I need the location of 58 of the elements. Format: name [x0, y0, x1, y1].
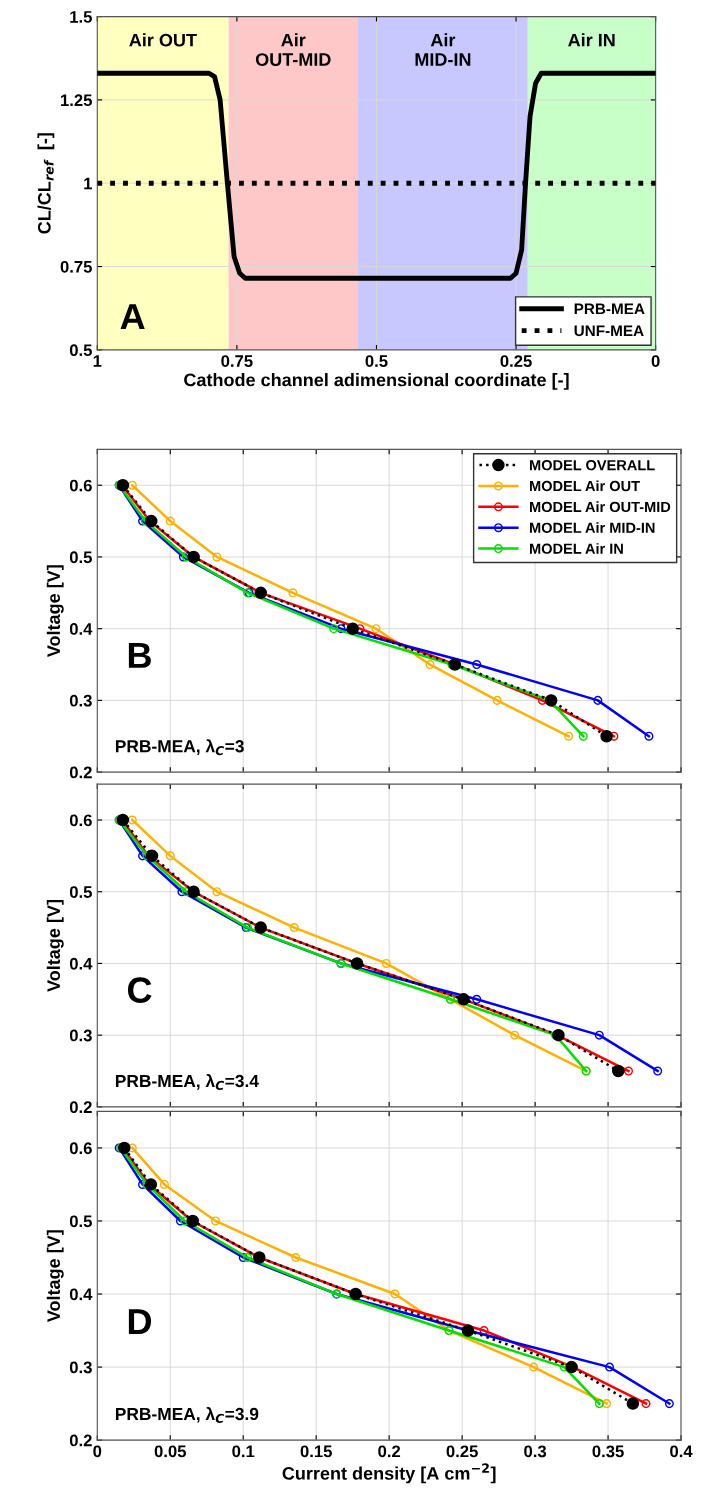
- y-tick-label: 0.6: [69, 1142, 92, 1155]
- legend-label: MODEL Air OUT-MID: [530, 501, 671, 513]
- annotation: PRB-MEA, λ$_{C}$=3.4: [115, 1073, 259, 1090]
- y-tick-label: 0.2: [69, 766, 92, 779]
- y-tick-label: 0.5: [69, 1215, 92, 1228]
- x-tick-label: 0.05: [154, 1445, 187, 1458]
- x-tick-label: 0: [93, 1445, 102, 1458]
- y-axis-title: Voltage [V]: [46, 1230, 64, 1323]
- annotation: C: [127, 977, 152, 1003]
- y-tick-label: 0.5: [69, 886, 92, 898]
- x-tick-label: 0.3: [524, 1445, 547, 1458]
- annotation: B: [128, 642, 151, 668]
- x-tick-label: 0.5: [365, 355, 388, 367]
- y-tick-label: 0.3: [69, 1029, 92, 1042]
- x-tick-label: 0.25: [500, 355, 532, 367]
- annotation: PRB-MEA, λ$_{C}$=3.9: [115, 1406, 259, 1423]
- y-tick-label: 0.2: [69, 1434, 92, 1447]
- legend-label: MODEL OVERALL: [530, 459, 655, 471]
- x-tick-label: 0.15: [300, 1445, 332, 1458]
- x-tick-label: 0.75: [221, 355, 253, 367]
- y-tick-label: 0.5: [69, 344, 92, 357]
- y-axis-title: Voltage [V]: [46, 565, 64, 658]
- band-label: Air OUT: [129, 33, 197, 47]
- y-tick-label: 0.3: [69, 694, 92, 707]
- annotation: A: [120, 304, 145, 330]
- x-tick-label: 0.2: [378, 1445, 401, 1458]
- legend-label: MODEL Air MID-IN: [530, 522, 655, 533]
- x-tick-label: 0.25: [446, 1445, 478, 1458]
- x-tick-label: 0: [651, 355, 660, 367]
- legend-label: UNF-MEA: [574, 325, 644, 337]
- y-tick-label: 0.4: [69, 957, 93, 970]
- y-tick-label: 0.4: [69, 623, 93, 635]
- y-axis-title: Voltage [V]: [46, 900, 64, 992]
- x-tick-label: 0.35: [592, 1445, 624, 1458]
- y-tick-label: 0.6: [69, 479, 92, 492]
- y-tick-label: 0.2: [69, 1101, 92, 1114]
- y-tick-label: 0.5: [69, 551, 92, 564]
- annotation: PRB-MEA, λ$_{C}$=3: [115, 739, 244, 756]
- x-tick-label: 0.4: [670, 1445, 693, 1458]
- band-label: Air OUT-MID: [255, 33, 331, 66]
- legend-label: MODEL Air IN: [530, 543, 623, 554]
- annotation: D: [128, 1309, 152, 1335]
- x-axis-title: Cathode channel adimensional coordinate [-]: [184, 373, 569, 390]
- x-axis-title: Current density [A cm$^{−2}$]: [282, 1463, 496, 1484]
- legend-label: PRB-MEA: [574, 303, 645, 315]
- y-tick-label: 1.5: [70, 11, 92, 23]
- band-label: Air MID-IN: [415, 33, 471, 66]
- y-tick-label: 0.4: [69, 1288, 93, 1301]
- y-tick-label: 0.3: [69, 1361, 92, 1374]
- y-tick-label: 1: [84, 177, 92, 190]
- legend-label: MODEL Air OUT: [530, 480, 640, 492]
- y-tick-label: 0.75: [60, 260, 92, 273]
- x-tick-label: 0.1: [232, 1445, 255, 1458]
- band-label: Air IN: [568, 33, 615, 47]
- y-tick-label: 1.25: [61, 94, 92, 107]
- y-tick-label: 0.6: [69, 814, 92, 827]
- x-tick-label: 1: [93, 355, 102, 367]
- y-axis-title: CL/CL$_{ref}$ [-]: [37, 133, 55, 234]
